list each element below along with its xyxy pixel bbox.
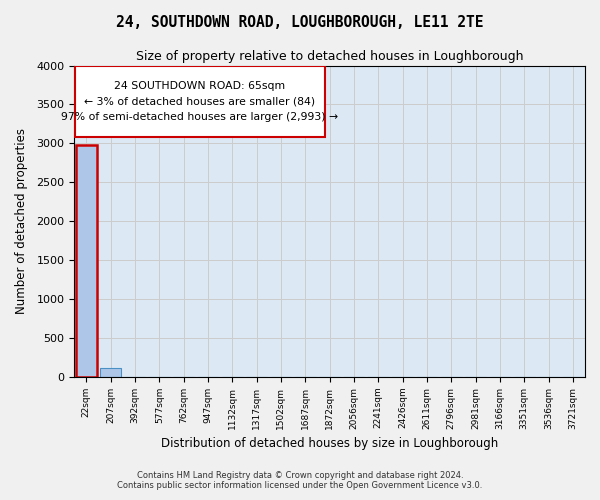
FancyBboxPatch shape	[76, 66, 325, 137]
Title: Size of property relative to detached houses in Loughborough: Size of property relative to detached ho…	[136, 50, 523, 63]
Text: 24 SOUTHDOWN ROAD: 65sqm
← 3% of detached houses are smaller (84)
97% of semi-de: 24 SOUTHDOWN ROAD: 65sqm ← 3% of detache…	[61, 81, 338, 122]
Bar	[76, 145, 97, 377]
Bar	[76, 145, 97, 377]
Bar	[100, 368, 121, 377]
Text: 24, SOUTHDOWN ROAD, LOUGHBOROUGH, LE11 2TE: 24, SOUTHDOWN ROAD, LOUGHBOROUGH, LE11 2…	[116, 15, 484, 30]
X-axis label: Distribution of detached houses by size in Loughborough: Distribution of detached houses by size …	[161, 437, 498, 450]
Text: Contains HM Land Registry data © Crown copyright and database right 2024.
Contai: Contains HM Land Registry data © Crown c…	[118, 470, 482, 490]
Y-axis label: Number of detached properties: Number of detached properties	[15, 128, 28, 314]
